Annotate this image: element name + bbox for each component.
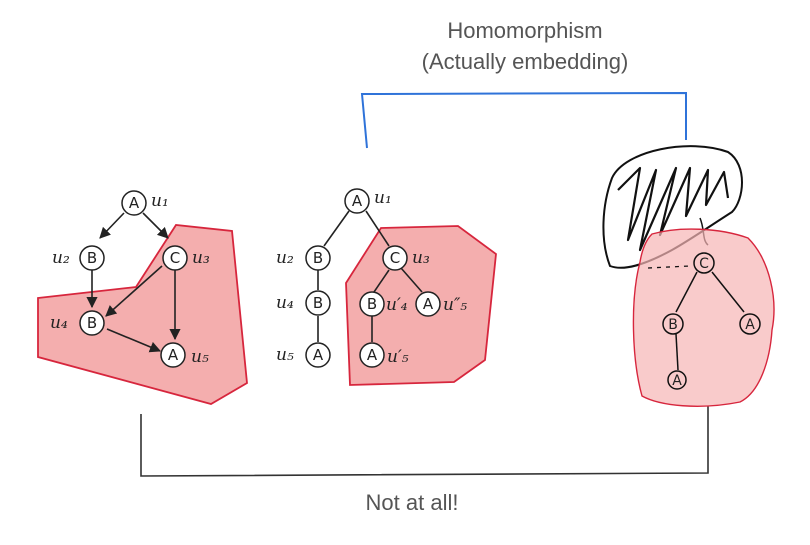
node-u1: A u₁ <box>121 190 169 216</box>
node-u4: B u₄ <box>50 310 105 336</box>
node-u2: B u₂ <box>52 245 105 271</box>
svg-text:B: B <box>87 249 97 267</box>
edge-t-u3-u5pp <box>400 267 423 293</box>
node-u3: C u₃ <box>162 245 210 271</box>
tree-node-u1: A u₁ <box>344 188 392 214</box>
graph-2: A u₁ B u₂ C u₃ B u₄ A u₅ B u′₄ <box>276 188 497 386</box>
label-u2: u₂ <box>52 248 70 268</box>
tree-node-u4: B u₄ <box>276 290 331 316</box>
caption-subtitle: (Actually embedding) <box>422 49 629 74</box>
tree-label-u4: u₄ <box>276 293 294 313</box>
label-u5: u₅ <box>191 347 209 367</box>
svg-text:A: A <box>168 346 179 364</box>
sketch-edge-b-a <box>675 333 679 371</box>
svg-text:C: C <box>390 249 400 267</box>
sketch-highlight-region <box>632 228 775 407</box>
label-u4: u₄ <box>50 313 68 333</box>
svg-text:A: A <box>423 295 434 313</box>
edge-t-u1-u2 <box>323 210 350 247</box>
svg-text:B: B <box>313 249 323 267</box>
svg-text:B: B <box>87 314 97 332</box>
tree-node-u5: A u₅ <box>276 342 331 368</box>
tree-label-u5: u₅ <box>276 345 294 365</box>
svg-text:B: B <box>313 294 323 312</box>
svg-text:B: B <box>367 295 377 313</box>
tree-label-u1: u₁ <box>374 188 392 208</box>
svg-text:A: A <box>313 346 324 364</box>
svg-text:A: A <box>745 317 755 333</box>
caption-title: Homomorphism <box>447 18 602 43</box>
label-u3: u₃ <box>192 248 210 268</box>
tree-node-u4-prime: B u′₄ <box>359 291 408 317</box>
tree-node-u3: C u₃ <box>382 245 430 271</box>
svg-text:A: A <box>367 346 378 364</box>
tree-label-u4-prime: u′₄ <box>386 295 408 315</box>
tree-node-u5-prime: A u′₅ <box>359 342 409 368</box>
sketch-edge-c-b <box>675 271 698 313</box>
graph-1-highlight-region <box>37 224 248 405</box>
label-u1: u₁ <box>151 191 169 211</box>
svg-text:B: B <box>668 317 678 333</box>
sketch-dashed-line <box>647 265 691 269</box>
sketch-node-a-bottom: A <box>667 370 687 390</box>
tree-node-u5-double-prime: A u″₅ <box>415 291 467 317</box>
node-u5: A u₅ <box>160 342 209 368</box>
edge-u1-u2 <box>99 212 125 239</box>
svg-text:A: A <box>352 192 363 210</box>
sketch-node-b: B <box>662 313 684 335</box>
svg-text:A: A <box>672 373 682 389</box>
hand-sketch: C B A A <box>602 145 775 407</box>
edge-t-u3-u4p <box>373 269 390 293</box>
sketch-node-c: C <box>693 252 715 274</box>
scribble-blob-outline <box>602 145 743 269</box>
tree-node-u2: B u₂ <box>276 245 331 271</box>
svg-text:A: A <box>129 194 140 212</box>
svg-text:C: C <box>170 249 180 267</box>
tree-label-u5-double-prime: u″₅ <box>443 295 467 315</box>
edge-t-u1-u3 <box>365 210 390 247</box>
sketch-node-a-right: A <box>739 313 761 335</box>
caption-bottom: Not at all! <box>366 490 459 515</box>
tree-label-u5-prime: u′₅ <box>387 347 409 367</box>
graph-1: A u₁ B u₂ C u₃ B u₄ A u₅ <box>37 190 248 405</box>
edge-u1-u3 <box>142 212 169 239</box>
top-connector <box>360 91 687 149</box>
bottom-connector <box>140 406 709 477</box>
tree-label-u3: u₃ <box>412 248 430 268</box>
svg-text:C: C <box>699 256 709 272</box>
edge-u4-u5 <box>106 328 162 353</box>
sketch-edge-c-a <box>711 271 745 313</box>
edge-u3-u4 <box>105 265 163 317</box>
tree-label-u2: u₂ <box>276 248 294 268</box>
